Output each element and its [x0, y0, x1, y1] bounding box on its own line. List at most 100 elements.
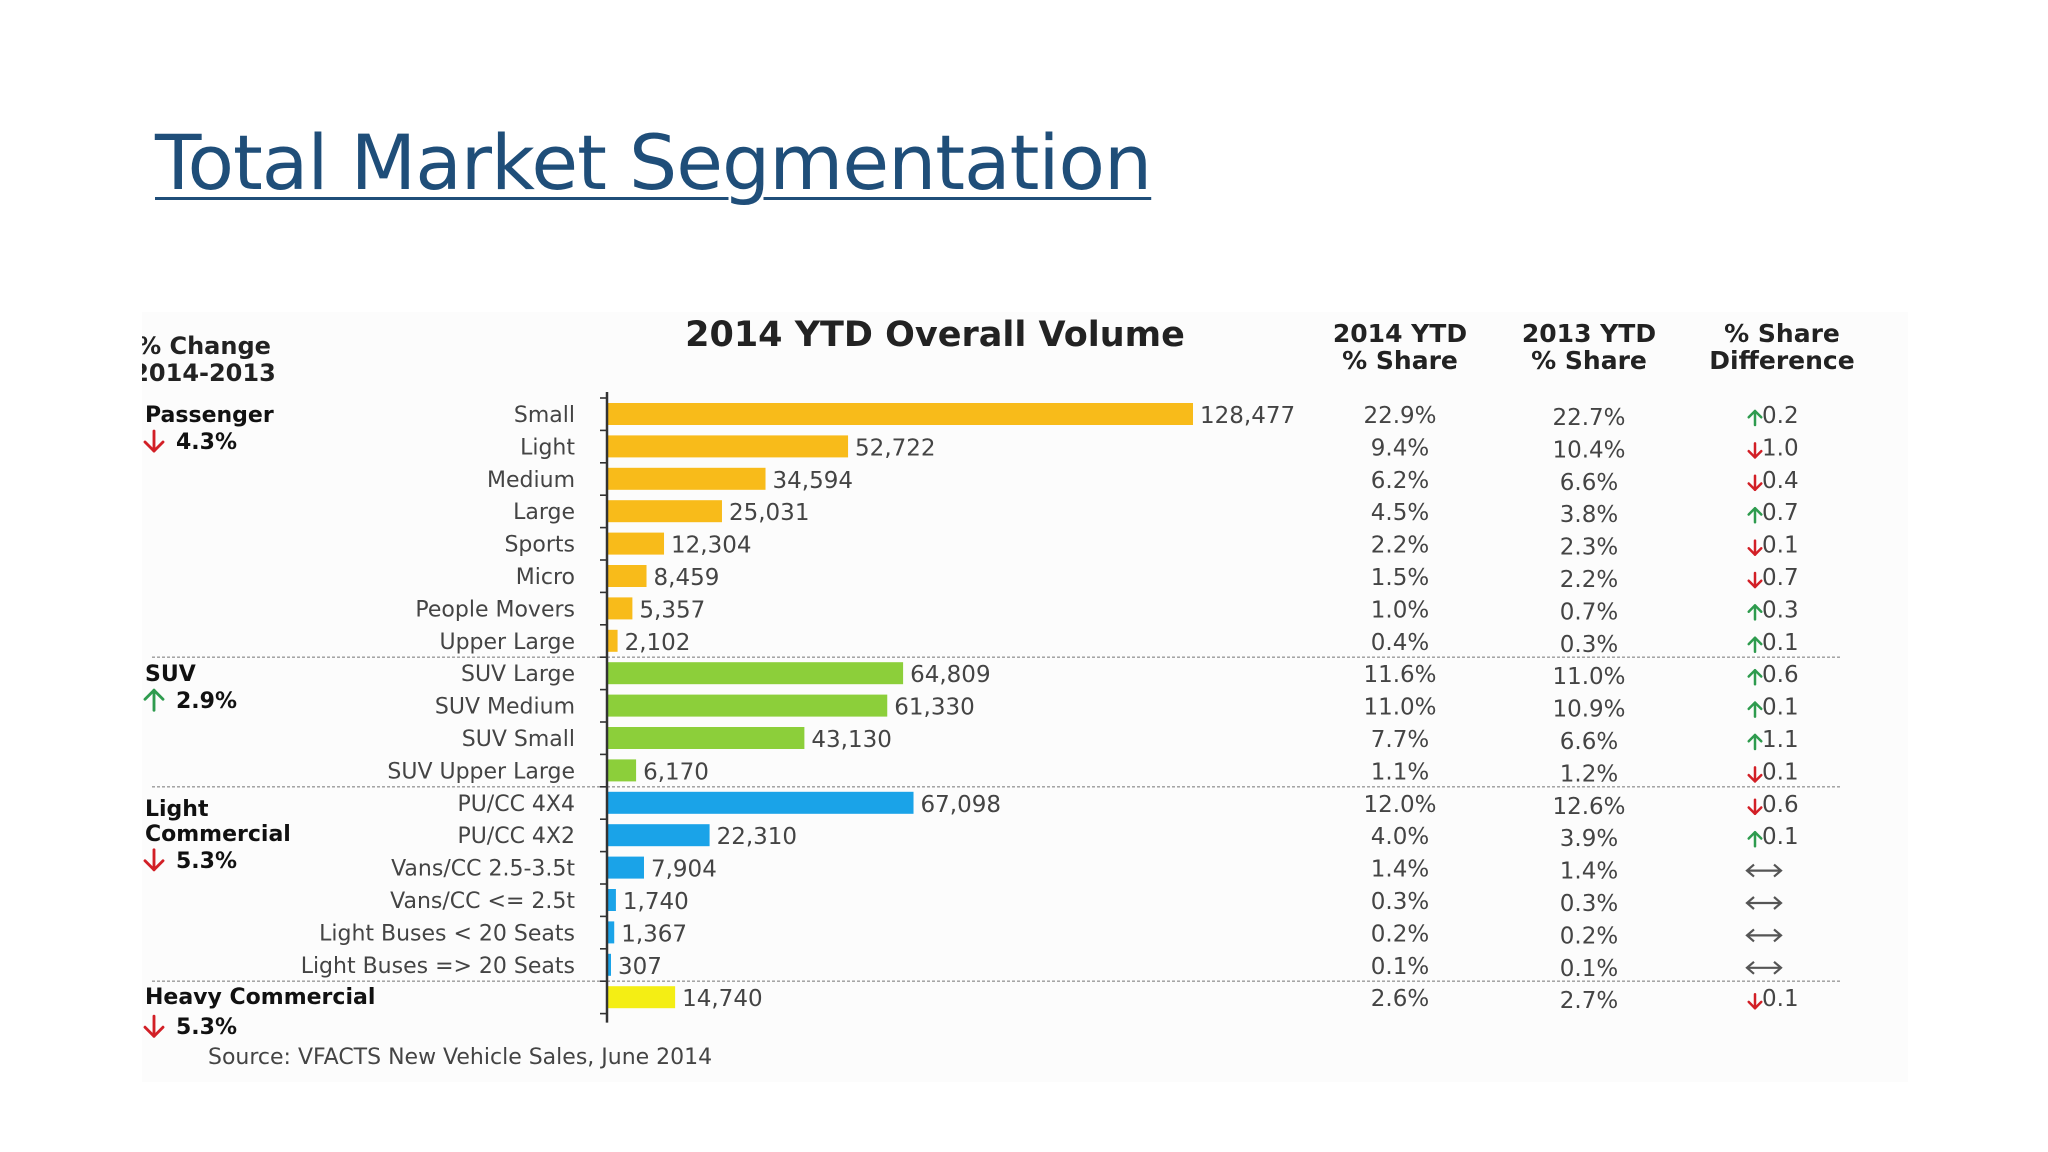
bar-value-label: 52,722 — [855, 435, 935, 461]
group-name-0-line0: Passenger — [145, 403, 274, 428]
bar-value-label: 14,740 — [682, 986, 762, 1012]
bar — [608, 856, 644, 879]
bar — [608, 824, 710, 847]
share-diff-value: 0.6 — [1762, 662, 1799, 688]
share-2013-value: 1.4% — [1560, 859, 1618, 885]
share-diff-up-arrow-icon — [1747, 506, 1763, 524]
share-2013-value: 3.8% — [1560, 502, 1618, 528]
share-diff-down-arrow-icon — [1747, 571, 1763, 589]
share-2013-value: 6.6% — [1560, 729, 1618, 755]
share-2013-value: 2.2% — [1560, 567, 1618, 593]
share-2013-value: 0.1% — [1560, 956, 1618, 982]
category-label: Light Buses < 20 Seats — [319, 921, 575, 946]
share-2013-value: 10.9% — [1552, 697, 1625, 723]
bar-value-label: 2,102 — [625, 630, 691, 656]
share-2014-value: 1.0% — [1371, 597, 1429, 623]
share-diff-value: 0.6 — [1762, 792, 1799, 818]
bar-value-label: 12,304 — [671, 533, 751, 559]
bar-value-label: 5,357 — [639, 597, 705, 623]
bar — [608, 435, 849, 458]
share-2014-value: 22.9% — [1363, 403, 1436, 429]
bar-value-label: 67,098 — [921, 792, 1001, 818]
share-diff-up-arrow-icon — [1747, 409, 1763, 427]
share-diff-up-arrow-icon — [1747, 701, 1763, 718]
chart-figure: % Change 2014-2013 2014 YTD Overall Volume… — [142, 312, 1908, 1082]
share-diff-value: 0.3 — [1762, 597, 1799, 623]
header-2013-share-line2: % Share — [1531, 346, 1647, 375]
share-diff-up-arrow-icon — [1747, 604, 1763, 621]
share-2014-value: 1.1% — [1371, 759, 1429, 785]
share-2013-value: 6.6% — [1560, 470, 1618, 496]
bar — [608, 565, 647, 587]
share-diff-down-arrow-icon — [1747, 766, 1763, 783]
share-diff-flat-icon — [1745, 896, 1783, 910]
category-label: Small — [514, 403, 575, 428]
slide-title: Total Market Segmentation — [155, 118, 1152, 207]
share-diff-value: 0.1 — [1762, 695, 1799, 721]
group-change-1: 2.9% — [176, 689, 237, 714]
category-label: Large — [513, 500, 575, 525]
share-diff-down-arrow-icon — [1747, 474, 1763, 492]
share-2014-value: 7.7% — [1371, 727, 1429, 753]
share-2014-value: 0.1% — [1371, 954, 1429, 980]
bar — [608, 727, 805, 749]
category-label: Light Buses => 20 Seats — [301, 954, 575, 979]
header-change-line2: 2014-2013 — [142, 359, 276, 387]
share-2013-value: 1.2% — [1560, 761, 1618, 787]
share-2013-value: 10.4% — [1552, 437, 1625, 463]
group-change-2: 5.3% — [176, 849, 237, 874]
bar — [608, 532, 665, 555]
share-2013-value: 12.6% — [1552, 794, 1625, 820]
share-diff-value: 0.2 — [1762, 403, 1799, 429]
share-2014-value: 0.4% — [1371, 630, 1429, 656]
share-2013-value: 0.3% — [1560, 632, 1618, 658]
share-2014-value: 6.2% — [1371, 468, 1429, 494]
share-2013-value: 2.7% — [1560, 988, 1618, 1014]
bar-value-label: 6,170 — [643, 759, 709, 785]
share-diff-up-arrow-icon — [1747, 830, 1763, 848]
share-diff-value: 0.4 — [1762, 468, 1799, 494]
share-diff-value: 0.1 — [1762, 759, 1799, 785]
share-diff-value: 0.1 — [1762, 630, 1799, 656]
bar-value-label: 64,809 — [910, 662, 990, 688]
group-change-arrow-2-down-icon — [143, 848, 165, 872]
group-change-arrow-3-down-icon — [143, 1014, 165, 1038]
share-2013-value: 2.3% — [1560, 535, 1618, 561]
share-2014-value: 1.4% — [1371, 857, 1429, 883]
group-name-3-line0: Heavy Commercial — [145, 985, 375, 1010]
bar — [608, 662, 904, 685]
share-2014-value: 9.4% — [1371, 435, 1429, 461]
category-label: PU/CC 4X2 — [457, 824, 575, 849]
category-label: Vans/CC <= 2.5t — [390, 889, 575, 914]
bar — [608, 921, 615, 944]
bar-value-label: 1,367 — [621, 921, 687, 947]
category-label: People Movers — [415, 597, 575, 622]
share-2014-value: 4.0% — [1371, 824, 1429, 850]
chart-source: Source: VFACTS New Vehicle Sales, June 2… — [208, 1045, 712, 1070]
share-2014-value: 12.0% — [1363, 792, 1436, 818]
header-diff-line1: % Share — [1724, 319, 1840, 348]
share-2013-value: 22.7% — [1552, 405, 1625, 431]
share-2014-value: 0.2% — [1371, 921, 1429, 947]
bar — [608, 597, 633, 620]
category-label: SUV Small — [462, 727, 575, 752]
bar-value-label: 8,459 — [654, 565, 720, 591]
share-2013-value: 3.9% — [1560, 826, 1618, 852]
share-2014-value: 0.3% — [1371, 889, 1429, 915]
share-2014-value: 11.6% — [1363, 662, 1436, 688]
share-2014-value: 2.2% — [1371, 533, 1429, 559]
bar-value-label: 128,477 — [1200, 403, 1295, 429]
header-diff-line2: Difference — [1709, 346, 1854, 375]
bar-value-label: 22,310 — [717, 824, 797, 850]
bar-value-label: 7,904 — [651, 857, 717, 883]
share-diff-flat-icon — [1745, 928, 1783, 943]
category-label: Upper Large — [439, 630, 575, 655]
header-2014-share-line2: % Share — [1342, 346, 1458, 375]
share-2013-value: 0.3% — [1560, 891, 1618, 917]
group-name-2-line1: Commercial — [145, 822, 291, 847]
bar-value-label: 25,031 — [729, 500, 809, 526]
bar — [608, 629, 618, 652]
group-change-arrow-1-up-icon — [143, 688, 165, 712]
category-label: Vans/CC 2.5-3.5t — [391, 857, 575, 882]
